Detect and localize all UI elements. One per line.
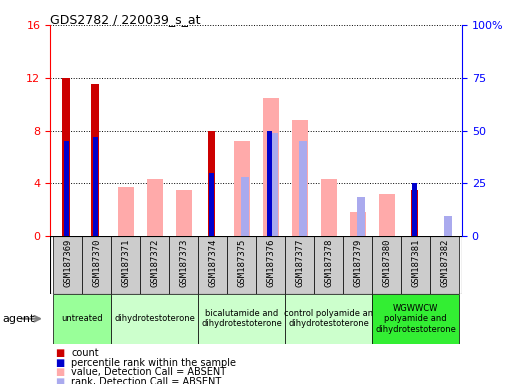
FancyBboxPatch shape bbox=[53, 236, 82, 294]
FancyBboxPatch shape bbox=[430, 236, 459, 294]
Text: GSM187373: GSM187373 bbox=[179, 239, 188, 287]
Bar bbox=[350, 212, 365, 236]
Bar bbox=[91, 84, 99, 236]
FancyBboxPatch shape bbox=[285, 236, 314, 294]
Text: agent: agent bbox=[3, 314, 35, 324]
Bar bbox=[147, 179, 163, 236]
Text: GSM187377: GSM187377 bbox=[295, 239, 304, 287]
Bar bbox=[233, 141, 250, 236]
Text: untreated: untreated bbox=[61, 314, 103, 323]
Bar bbox=[92, 137, 98, 236]
FancyBboxPatch shape bbox=[169, 236, 198, 294]
Bar bbox=[299, 141, 307, 236]
Text: bicalutamide and
dihydrotestoterone: bicalutamide and dihydrotestoterone bbox=[201, 309, 282, 328]
Text: GSM187380: GSM187380 bbox=[382, 239, 391, 287]
Bar bbox=[445, 216, 452, 236]
Text: value, Detection Call = ABSENT: value, Detection Call = ABSENT bbox=[71, 367, 227, 377]
FancyBboxPatch shape bbox=[314, 236, 343, 294]
Text: count: count bbox=[71, 348, 99, 358]
Bar bbox=[62, 78, 70, 236]
Bar bbox=[176, 190, 192, 236]
Bar bbox=[411, 184, 417, 236]
Text: GSM187382: GSM187382 bbox=[440, 239, 449, 287]
Bar bbox=[411, 190, 418, 236]
Bar bbox=[267, 131, 272, 236]
Text: ■: ■ bbox=[55, 377, 65, 384]
Text: GSM187371: GSM187371 bbox=[121, 239, 130, 287]
Bar bbox=[291, 120, 307, 236]
Bar bbox=[118, 187, 134, 236]
Text: GSM187369: GSM187369 bbox=[63, 239, 72, 287]
Text: GSM187375: GSM187375 bbox=[237, 239, 246, 287]
Text: percentile rank within the sample: percentile rank within the sample bbox=[71, 358, 237, 368]
Text: GSM187379: GSM187379 bbox=[353, 239, 362, 287]
FancyBboxPatch shape bbox=[198, 236, 227, 294]
Text: GSM187381: GSM187381 bbox=[411, 239, 420, 287]
Bar bbox=[357, 197, 365, 236]
FancyBboxPatch shape bbox=[140, 236, 169, 294]
FancyBboxPatch shape bbox=[372, 294, 459, 344]
Text: ■: ■ bbox=[55, 358, 65, 368]
Bar bbox=[208, 131, 215, 236]
Text: ■: ■ bbox=[55, 348, 65, 358]
FancyBboxPatch shape bbox=[198, 294, 285, 344]
Text: GDS2782 / 220039_s_at: GDS2782 / 220039_s_at bbox=[50, 13, 201, 26]
Text: GSM187378: GSM187378 bbox=[324, 239, 333, 287]
Text: dihydrotestoterone: dihydrotestoterone bbox=[114, 314, 195, 323]
FancyBboxPatch shape bbox=[343, 236, 372, 294]
Text: control polyamide an
dihydrotestoterone: control polyamide an dihydrotestoterone bbox=[284, 309, 373, 328]
Bar bbox=[209, 173, 214, 236]
FancyBboxPatch shape bbox=[111, 236, 140, 294]
FancyBboxPatch shape bbox=[82, 236, 111, 294]
Text: GSM187374: GSM187374 bbox=[208, 239, 217, 287]
FancyBboxPatch shape bbox=[372, 236, 401, 294]
Text: GSM187372: GSM187372 bbox=[150, 239, 159, 287]
Text: rank, Detection Call = ABSENT: rank, Detection Call = ABSENT bbox=[71, 377, 222, 384]
Text: ■: ■ bbox=[55, 367, 65, 377]
Text: GSM187370: GSM187370 bbox=[92, 239, 101, 287]
Bar bbox=[63, 141, 69, 236]
Bar bbox=[270, 133, 278, 236]
FancyBboxPatch shape bbox=[227, 236, 256, 294]
FancyBboxPatch shape bbox=[401, 236, 430, 294]
FancyBboxPatch shape bbox=[53, 294, 111, 344]
Text: GSM187376: GSM187376 bbox=[266, 239, 275, 287]
FancyBboxPatch shape bbox=[256, 236, 285, 294]
FancyBboxPatch shape bbox=[285, 294, 372, 344]
Bar bbox=[262, 98, 279, 236]
FancyBboxPatch shape bbox=[111, 294, 198, 344]
Bar bbox=[379, 194, 394, 236]
Bar bbox=[320, 179, 336, 236]
Text: WGWWCW
polyamide and
dihydrotestoterone: WGWWCW polyamide and dihydrotestoterone bbox=[375, 304, 456, 334]
Bar bbox=[241, 177, 249, 236]
